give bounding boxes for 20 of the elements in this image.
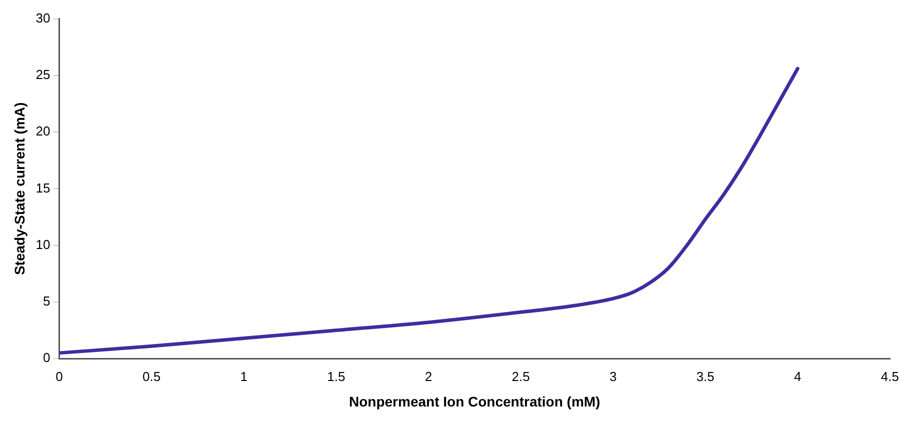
y-tick-label: 20	[36, 124, 50, 139]
x-tick-label: 3.5	[696, 368, 714, 384]
line-series	[59, 66, 800, 355]
x-tick-label: 0.5	[142, 368, 161, 384]
x-tick-label: 4	[794, 368, 802, 384]
x-axis-title: Nonpermeant Ion Concentration (mM)	[348, 393, 600, 410]
y-tick-label: 5	[43, 294, 50, 309]
x-tick-label: 2	[424, 368, 432, 384]
x-tick-label: 1	[240, 368, 248, 384]
y-tick-label: 15	[36, 180, 50, 196]
x-tick-label: 3	[609, 368, 617, 384]
y-axis-title: Steady-State current (mA)	[11, 102, 28, 276]
y-tick-label: 30	[36, 10, 50, 26]
x-tick-label: 2.5	[512, 368, 530, 384]
y-tick-label: 0	[43, 350, 50, 366]
x-tick-label: 0	[56, 368, 63, 384]
y-tick-label: 10	[36, 236, 50, 252]
y-tick-label: 25	[36, 67, 50, 82]
x-tick-label: 1.5	[327, 368, 346, 384]
x-tick-label: 4.5	[880, 368, 900, 384]
